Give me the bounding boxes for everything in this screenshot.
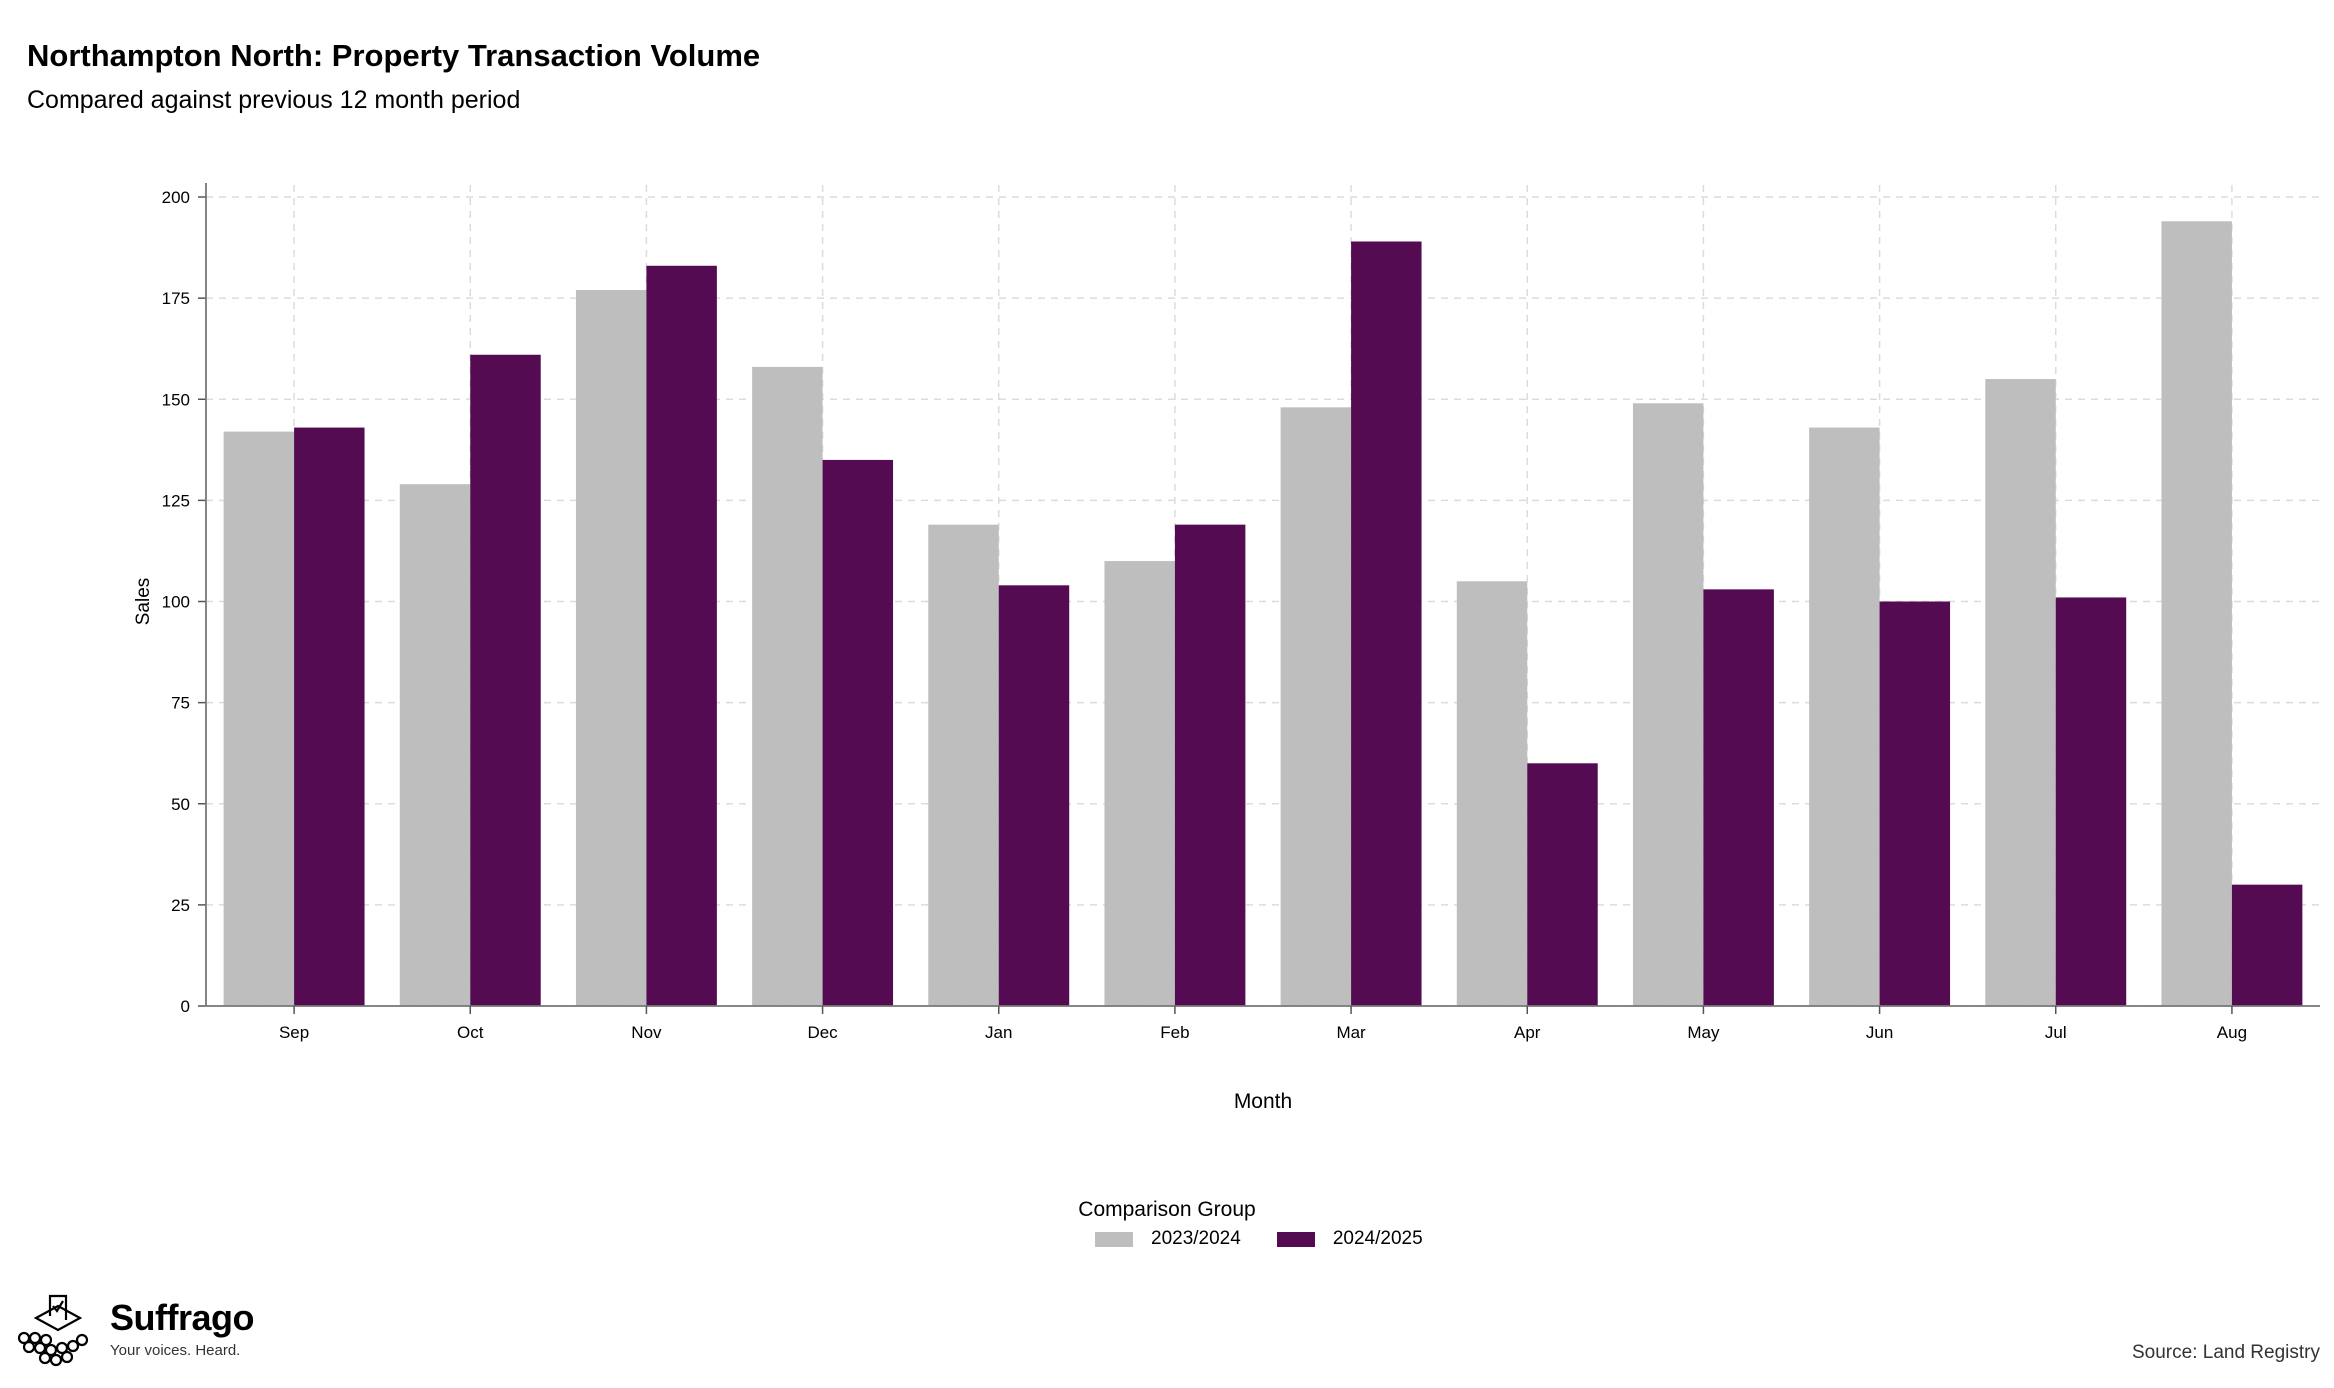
y-tick-label: 100 bbox=[162, 593, 190, 612]
y-tick-label: 175 bbox=[162, 289, 190, 308]
x-tick-label: Aug bbox=[2217, 1023, 2247, 1042]
x-tick-label: Jul bbox=[2045, 1023, 2067, 1042]
axes: 0 25 50 75 100 125 150 175 200 Sep Oct Nov Dec Jan Feb… bbox=[162, 183, 2320, 1042]
y-tick-label: 125 bbox=[162, 491, 190, 510]
x-tick-label: Dec bbox=[807, 1023, 838, 1042]
x-tick-label: Apr bbox=[1514, 1023, 1541, 1042]
bar-2023-2024-jan bbox=[928, 524, 999, 1006]
x-tick-label: May bbox=[1687, 1023, 1720, 1042]
y-tick-label: 75 bbox=[171, 694, 190, 713]
bar-2023-2024-apr bbox=[1456, 581, 1528, 1006]
bars bbox=[223, 221, 2303, 1007]
bar-2024-2025-apr bbox=[1527, 763, 1598, 1006]
bar-2024-2025-nov bbox=[646, 265, 717, 1006]
bar-2023-2024-nov bbox=[575, 290, 647, 1006]
bar-2024-2025-mar bbox=[1351, 241, 1422, 1006]
bar-2024-2025-feb bbox=[1174, 524, 1246, 1006]
bar-2023-2024-aug bbox=[2161, 221, 2232, 1006]
legend-item-2023-2024: 2023/2024 bbox=[1095, 1228, 1241, 1250]
bar-2023-2024-mar bbox=[1280, 407, 1352, 1007]
brand-tagline: Your voices. Heard. bbox=[110, 1342, 241, 1359]
chart-subtitle: Compared against previous 12 month perio… bbox=[27, 86, 521, 114]
ballot-box-icon bbox=[17, 1294, 89, 1367]
y-tick-label: 25 bbox=[171, 896, 190, 915]
bar-2024-2025-dec bbox=[822, 459, 894, 1006]
x-tick-label: Oct bbox=[457, 1023, 484, 1042]
bar-2023-2024-oct bbox=[399, 484, 471, 1006]
legend-title: Comparison Group bbox=[1078, 1198, 1256, 1221]
y-tick-label: 0 bbox=[181, 997, 190, 1016]
x-tick-label: Nov bbox=[631, 1023, 662, 1042]
y-tick-label: 150 bbox=[162, 390, 190, 409]
bar-2024-2025-may bbox=[1703, 589, 1774, 1006]
chart-title: Northampton North: Property Transaction … bbox=[27, 38, 761, 73]
bar-2024-2025-aug bbox=[2231, 884, 2303, 1006]
source-note: Source: Land Registry bbox=[2132, 1342, 2320, 1363]
x-tick-label: Feb bbox=[1160, 1023, 1189, 1042]
bar-chart: 0 25 50 75 100 125 150 175 200 Sep Oct Nov Dec Jan Feb… bbox=[133, 183, 2320, 1113]
brand-logo: Suffrago Your voices. Heard. bbox=[14, 1292, 255, 1372]
bar-2023-2024-sep bbox=[223, 431, 295, 1006]
y-axis-label: Sales bbox=[133, 578, 154, 626]
bar-2023-2024-jul bbox=[1985, 379, 2056, 1006]
bar-2023-2024-jun bbox=[1809, 427, 1880, 1006]
bar-2024-2025-jun bbox=[1879, 601, 1951, 1006]
x-axis-label: Month bbox=[1234, 1090, 1292, 1113]
bar-2023-2024-may bbox=[1632, 403, 1704, 1006]
legend: 2023/2024 2024/2025 bbox=[1095, 1228, 1459, 1250]
bar-2024-2025-jan bbox=[998, 585, 1070, 1006]
bar-2024-2025-jul bbox=[2055, 597, 2127, 1006]
grid-lines bbox=[206, 185, 2320, 1007]
x-tick-label: Jan bbox=[985, 1023, 1012, 1042]
brand-name: Suffrago bbox=[110, 1297, 255, 1338]
y-tick-label: 200 bbox=[162, 188, 190, 207]
bar-2023-2024-dec bbox=[752, 366, 823, 1006]
bar-2024-2025-oct bbox=[470, 354, 541, 1006]
x-tick-label: Sep bbox=[279, 1023, 309, 1042]
legend-label: 2023/2024 bbox=[1151, 1228, 1241, 1249]
bar-2024-2025-sep bbox=[294, 427, 365, 1006]
x-tick-label: Mar bbox=[1336, 1023, 1366, 1042]
legend-swatch bbox=[1276, 1231, 1315, 1247]
legend-swatch bbox=[1095, 1231, 1133, 1247]
y-tick-label: 50 bbox=[171, 795, 190, 814]
bar-2023-2024-feb bbox=[1104, 561, 1175, 1006]
legend-label: 2024/2025 bbox=[1332, 1228, 1423, 1249]
legend-item-2024-2025: 2024/2025 bbox=[1276, 1228, 1423, 1250]
x-tick-label: Jun bbox=[1866, 1023, 1893, 1042]
